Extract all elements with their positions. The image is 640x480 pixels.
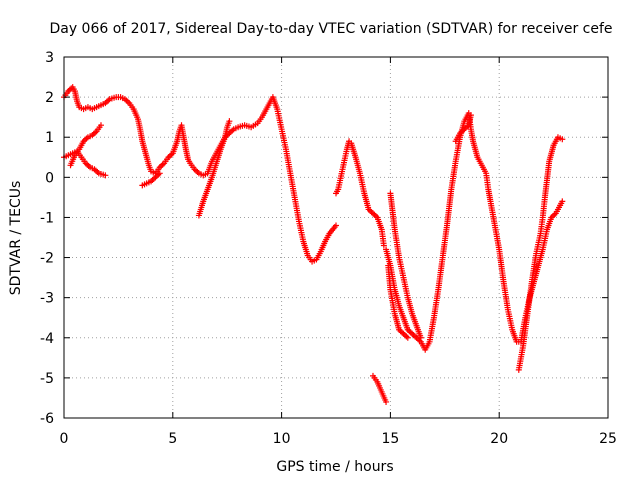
plot-frame: [63, 56, 609, 419]
data-point: [559, 136, 566, 143]
data-point: [97, 122, 104, 129]
data-point: [417, 334, 424, 341]
y-tick-label: -4: [40, 331, 54, 347]
y-axis-label: SDTVAR / TECUs: [8, 181, 24, 296]
data-point: [404, 334, 411, 341]
x-tick-label: 20: [490, 431, 508, 447]
x-axis-label: GPS time / hours: [276, 459, 393, 475]
data-point: [559, 198, 566, 205]
data-point: [333, 222, 339, 229]
y-tick-label: -2: [40, 251, 54, 267]
axis-ticks: 0 5 10 15 20 25 -6 -5 -4 -3 -2 -1 0 1 2 3: [40, 50, 617, 447]
data-point: [226, 118, 233, 125]
data-point: [383, 398, 390, 405]
x-tick-label: 5: [168, 431, 177, 447]
y-tick-label: -3: [40, 291, 54, 307]
y-tick-label: -6: [40, 411, 54, 427]
x-tick-label: 0: [60, 431, 69, 447]
y-tick-label: 1: [45, 130, 54, 146]
y-tick-label: -1: [40, 210, 54, 226]
data-point: [380, 242, 387, 249]
x-tick-label: 10: [273, 431, 291, 447]
x-tick-label: 15: [381, 431, 399, 447]
data-point: [102, 172, 109, 179]
y-tick-label: 3: [45, 50, 54, 66]
grid: [64, 57, 608, 418]
chart-title: Day 066 of 2017, Sidereal Day-to-day VTE…: [49, 21, 612, 37]
y-tick-label: -5: [40, 371, 54, 387]
y-tick-label: 2: [45, 90, 54, 106]
y-tick-label: 0: [45, 170, 54, 186]
data-point: [467, 112, 474, 119]
data-points: [61, 84, 566, 405]
data-point: [156, 170, 163, 177]
x-tick-label: 25: [599, 431, 617, 447]
